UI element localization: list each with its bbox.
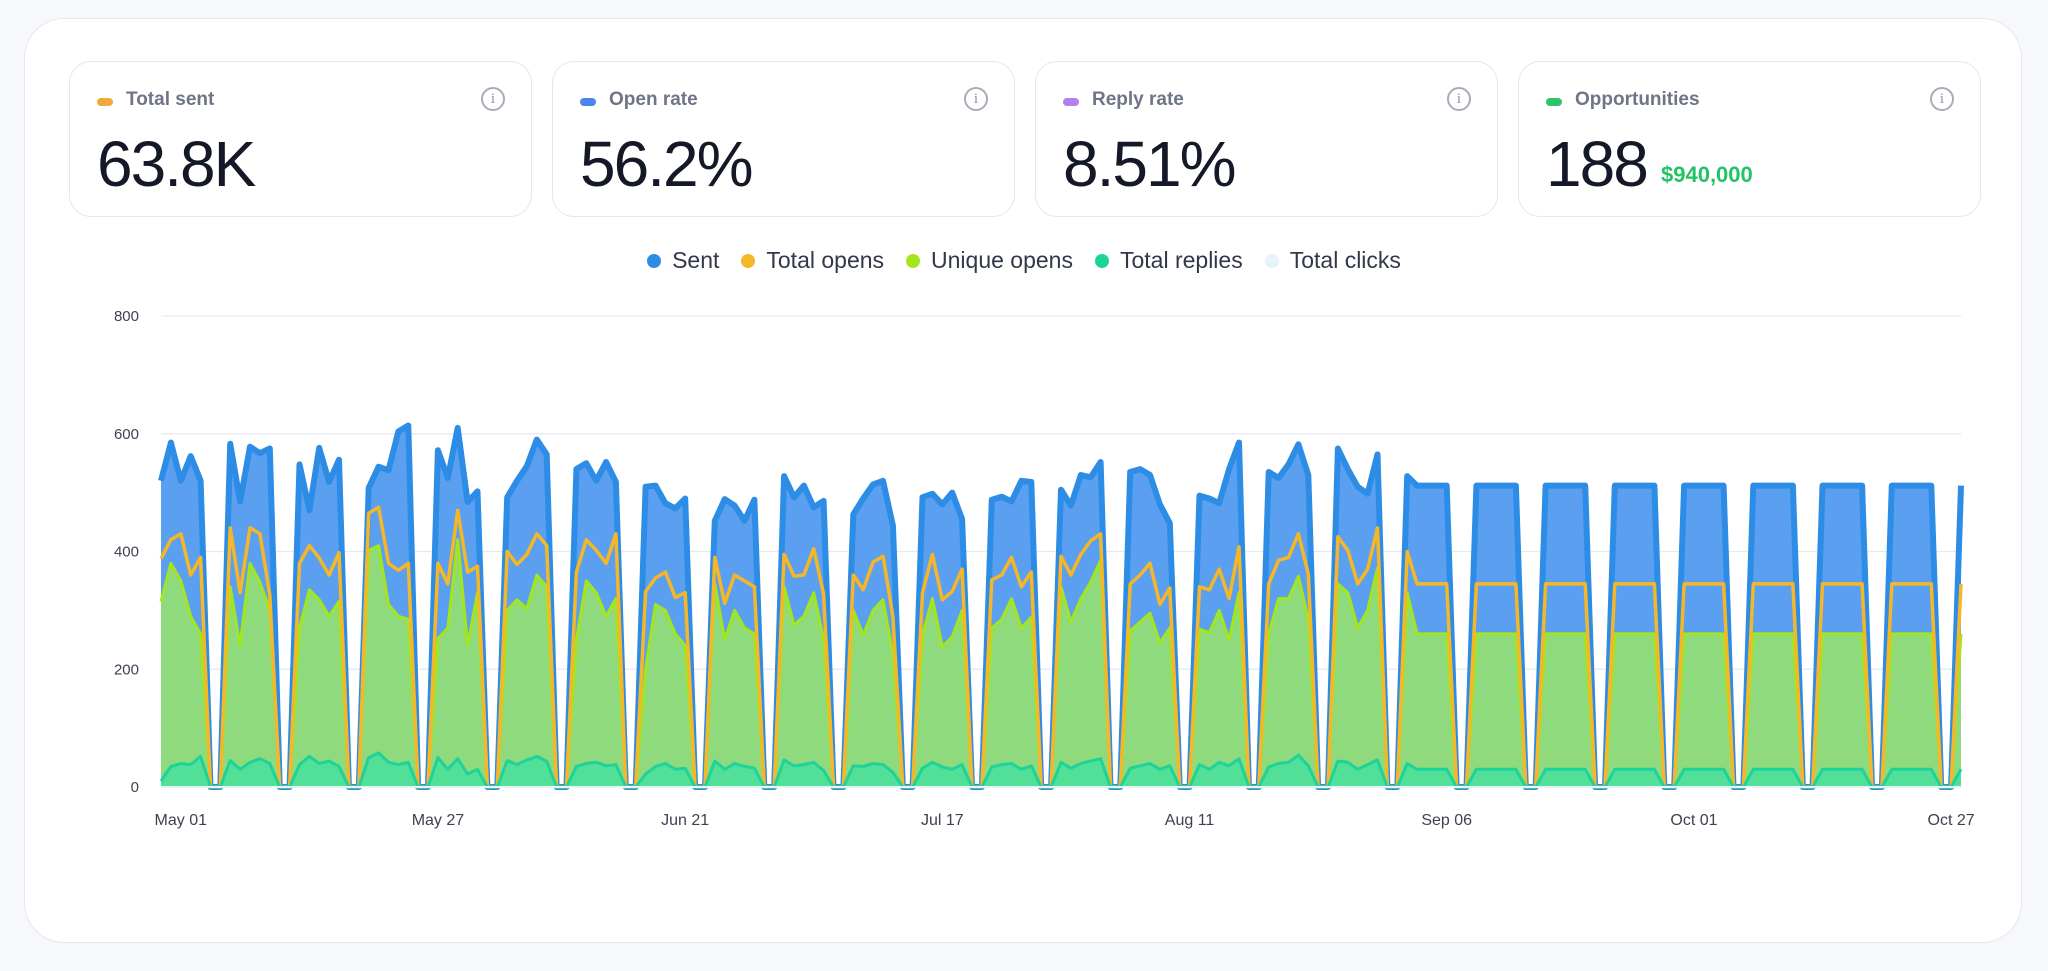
x-tick-label: Oct 27	[1928, 812, 1975, 829]
y-tick-label: 400	[114, 544, 139, 561]
unique-opens-area	[161, 539, 1961, 787]
legend-label: Total replies	[1119, 247, 1243, 273]
legend-dot	[1264, 253, 1279, 268]
legend-label: Total opens	[766, 247, 885, 273]
info-icon[interactable]: i	[964, 87, 988, 111]
stat-label: Opportunities	[1575, 89, 1700, 110]
legend-dot	[1094, 253, 1109, 268]
legend-dot	[741, 253, 756, 268]
total-replies-area	[161, 752, 1961, 787]
x-tick-label: Jun 21	[661, 812, 709, 829]
stat-label: Total sent	[126, 89, 215, 110]
legend-dot	[647, 253, 662, 268]
stat-value: 188	[1546, 128, 1649, 200]
stat-card-total-sent: Total sent i 63.8K	[69, 61, 532, 217]
opportunities-value: $940,000	[1661, 162, 1753, 187]
total-opens-line	[159, 505, 1963, 789]
stat-value: 8.51%	[1063, 128, 1236, 200]
legend-label: Unique opens	[931, 247, 1073, 273]
stat-card-opportunities: Opportunities i 188 $940,000	[1518, 61, 1981, 217]
reply-rate-color-dot	[1063, 98, 1079, 106]
y-tick-label: 800	[114, 308, 139, 325]
legend-item-total-clicks[interactable]: Total clicks	[1264, 247, 1401, 274]
stat-value: 63.8K	[97, 128, 256, 200]
stat-card-open-rate: Open rate i 56.2%	[552, 61, 1015, 217]
x-tick-label: Sep 06	[1421, 812, 1472, 829]
legend-dot	[906, 253, 921, 268]
x-tick-label: May 01	[155, 812, 208, 829]
dashboard-panel: Total sent i 63.8K Open rate i 56.2% Rep…	[24, 18, 2022, 943]
legend-label: Total clicks	[1289, 247, 1401, 273]
legend-item-sent[interactable]: Sent	[647, 247, 719, 274]
y-tick-label: 600	[114, 426, 139, 443]
opportunities-color-dot	[1546, 98, 1562, 106]
chart-legend: Sent Total opens Unique opens Total repl…	[25, 247, 2023, 274]
info-icon[interactable]: i	[481, 87, 505, 111]
x-tick-label: Jul 17	[921, 812, 964, 829]
legend-item-total-replies[interactable]: Total replies	[1094, 247, 1243, 274]
info-icon[interactable]: i	[1930, 87, 1954, 111]
stat-value: 56.2%	[580, 128, 753, 200]
x-tick-label: May 27	[412, 812, 465, 829]
x-tick-label: Aug 11	[1165, 812, 1215, 829]
legend-item-total-opens[interactable]: Total opens	[741, 247, 884, 274]
open-rate-color-dot	[580, 98, 596, 106]
x-tick-label: Oct 01	[1670, 812, 1717, 829]
stat-card-reply-rate: Reply rate i 8.51%	[1035, 61, 1498, 217]
total-sent-color-dot	[97, 98, 113, 106]
stat-label: Reply rate	[1092, 89, 1184, 110]
stat-label: Open rate	[609, 89, 698, 110]
total-replies-line	[159, 751, 1963, 789]
y-tick-label: 0	[131, 779, 139, 796]
y-tick-label: 200	[114, 661, 139, 678]
area-chart: 0 200 400 600 800 May 01 May 27 Jun 21 Jul 17 Aug…	[114, 308, 1975, 829]
legend-label: Sent	[672, 247, 720, 273]
info-icon[interactable]: i	[1447, 87, 1471, 111]
legend-item-unique-opens[interactable]: Unique opens	[906, 247, 1073, 274]
